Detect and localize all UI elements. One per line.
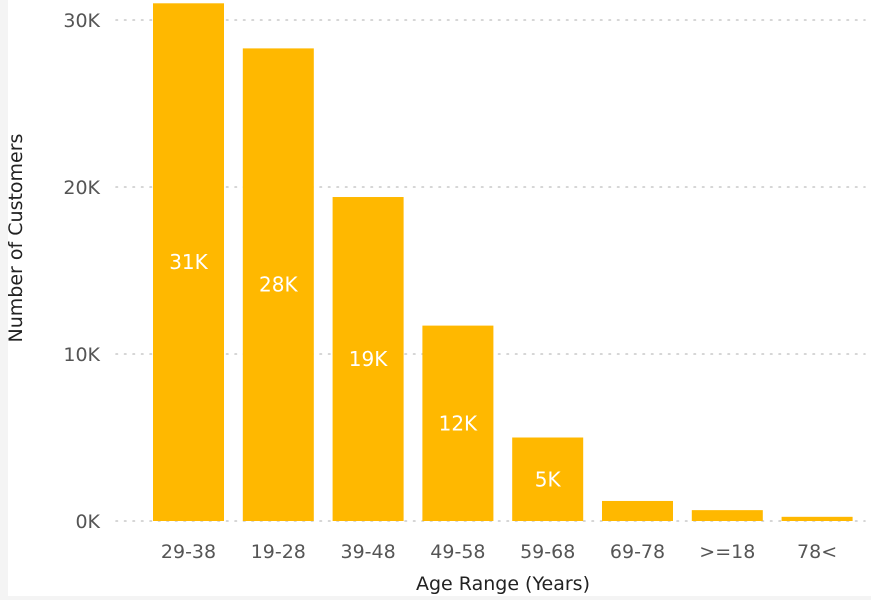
x-tick-label: 39-48 — [340, 541, 395, 563]
y-tick-label: 30K — [63, 10, 100, 32]
x-tick-label: 19-28 — [251, 541, 306, 563]
bar-19-28 — [242, 48, 314, 521]
customer-age-bar-chart: 0K 10K 20K 30K 31K 28K 19K 12K 5K 29-38 19-28 39-… — [5, 3, 866, 595]
x-tick-label: 59-68 — [520, 541, 575, 563]
bar-49-58 — [422, 325, 494, 521]
x-tick-label: 78< — [797, 541, 837, 563]
data-label: 5K — [535, 467, 562, 491]
x-tick-label: >=18 — [699, 541, 755, 563]
x-tick-label: 49-58 — [430, 541, 485, 563]
bars — [153, 3, 853, 522]
bar->=18 — [691, 510, 763, 521]
x-axis-ticks: 29-38 19-28 39-48 49-58 59-68 69-78 >=18 78< — [161, 541, 837, 563]
y-axis-ticks: 0K 10K 20K 30K — [63, 10, 100, 533]
x-axis-title: Age Range (Years) — [416, 573, 590, 595]
bar-59-68 — [512, 437, 584, 521]
y-tick-label: 0K — [75, 511, 100, 533]
bar-29-38 — [153, 3, 224, 522]
x-tick-label: 69-78 — [610, 541, 665, 563]
chart-canvas: 0K 10K 20K 30K 31K 28K 19K 12K 5K 29-38 19-28 39-… — [5, 0, 871, 596]
y-tick-label: 10K — [63, 344, 100, 366]
data-label: 19K — [349, 347, 388, 371]
y-tick-label: 20K — [63, 177, 100, 199]
data-labels: 31K 28K 19K 12K 5K — [169, 250, 561, 491]
bar-69-78 — [602, 500, 673, 521]
data-label: 31K — [169, 250, 208, 274]
x-tick-label: 29-38 — [161, 541, 216, 563]
bar-78< — [781, 516, 853, 521]
bar-39-48 — [332, 197, 404, 521]
y-axis-title: Number of Customers — [8, 134, 27, 343]
data-label: 12K — [439, 411, 478, 435]
data-label: 28K — [259, 273, 298, 297]
